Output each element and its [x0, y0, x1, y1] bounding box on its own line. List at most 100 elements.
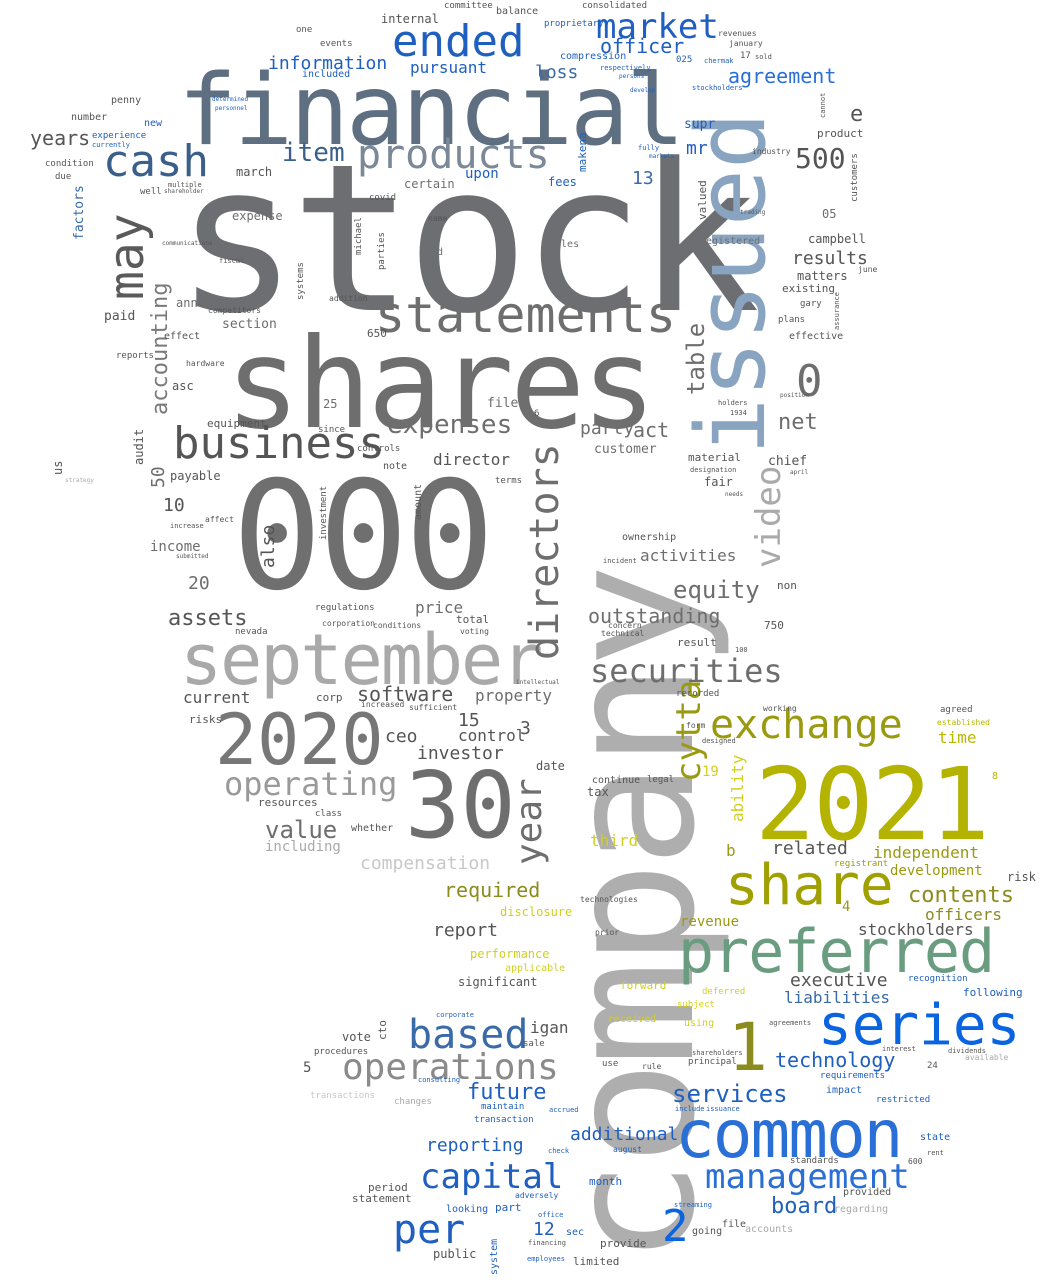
- word-voting: voting: [460, 627, 489, 636]
- word-established: established: [937, 718, 990, 727]
- word-net: net: [778, 410, 818, 435]
- word-agreement: agreement: [728, 64, 837, 88]
- word-product: product: [817, 127, 864, 140]
- word-applicable: applicable: [505, 963, 566, 974]
- word-use: use: [602, 1059, 619, 1069]
- word-working: working: [763, 704, 797, 713]
- word-fees: fees: [548, 175, 577, 189]
- word-increased: increased: [361, 700, 405, 709]
- word-contents: contents: [908, 883, 1014, 908]
- word-markets: markets: [649, 153, 675, 160]
- word-penny: penny: [111, 95, 142, 106]
- word-5: 5: [303, 1060, 312, 1076]
- word-investor: investor: [417, 743, 504, 764]
- word-regarding: regarding: [834, 1204, 889, 1215]
- word-standards: standards: [790, 1156, 839, 1166]
- word-technical: technical: [601, 629, 645, 638]
- word-makena: makena: [576, 132, 589, 172]
- word-include: include: [675, 1105, 705, 1113]
- word-executive: executive: [790, 970, 888, 991]
- word-stock: stock: [175, 121, 760, 359]
- word-current: current: [183, 688, 251, 707]
- word-covid: covid: [369, 193, 397, 203]
- word-systems: systems: [296, 262, 306, 300]
- word-including: including: [265, 839, 341, 855]
- word-certain: certain: [404, 177, 455, 191]
- word-statement: statement: [352, 1192, 412, 1205]
- word-upon: upon: [465, 166, 499, 182]
- word-cto: cto: [376, 1020, 389, 1040]
- word-committee: committee: [444, 1, 493, 11]
- word-experience: experience: [92, 131, 147, 141]
- word-month: month: [589, 1175, 623, 1188]
- word-persons: persons: [619, 73, 645, 80]
- word-1934: 1934: [730, 409, 747, 417]
- word-financial: financial: [178, 54, 685, 168]
- word-outstanding: outstanding: [588, 604, 721, 628]
- word-one: one: [296, 25, 313, 35]
- word-stockholders-small: stockholders: [692, 84, 743, 92]
- word-corporation: corporation: [322, 619, 375, 628]
- word-capital: capital: [420, 1157, 564, 1197]
- word-table: table: [682, 322, 710, 395]
- word-events: events: [320, 39, 353, 49]
- word-board: board: [771, 1194, 838, 1219]
- word-date: date: [536, 759, 565, 773]
- word-amount: amount: [413, 483, 424, 520]
- word-going: going: [692, 1226, 723, 1237]
- word-new: new: [144, 118, 163, 129]
- word-third: third: [590, 831, 639, 850]
- word-2021: 2021: [755, 746, 990, 863]
- word-asc: asc: [172, 379, 194, 393]
- word-reports: reports: [116, 351, 154, 361]
- word-1: 1: [728, 1009, 768, 1086]
- word-025: 025: [676, 55, 693, 65]
- word-nevada: nevada: [235, 627, 268, 637]
- word-sale: sale: [523, 1039, 545, 1049]
- word-trading: trading: [740, 209, 766, 216]
- word-strategy: strategy: [65, 477, 94, 484]
- word-shareholder: shareholder: [164, 188, 204, 195]
- word-tax: tax: [587, 785, 609, 799]
- word-maintain: maintain: [481, 1102, 525, 1112]
- word-activities: activities: [640, 546, 737, 565]
- word-equity: equity: [673, 576, 760, 604]
- word-sales: sales: [549, 239, 580, 250]
- word-using: using: [684, 1018, 715, 1029]
- word-balance: balance: [496, 6, 539, 17]
- word-12: 12: [533, 1219, 555, 1240]
- word-customer: customer: [594, 442, 657, 457]
- word-us: us: [51, 460, 65, 475]
- word-following: following: [963, 986, 1023, 999]
- word-existing: existing: [782, 282, 835, 295]
- word-rule: rule: [642, 1062, 662, 1071]
- word-changes: changes: [394, 1097, 432, 1107]
- word-performance: performance: [470, 947, 550, 961]
- word-additional: additional: [570, 1124, 679, 1145]
- word-15: 15: [458, 710, 480, 731]
- word-revenues: revenues: [718, 29, 757, 38]
- word-received: received: [608, 1014, 657, 1025]
- word-0: 0: [796, 356, 823, 407]
- word-shareholders: shareholders: [692, 1049, 743, 1057]
- word-services: services: [672, 1080, 788, 1108]
- word-note: note: [383, 461, 408, 472]
- word-filed: filed: [487, 396, 527, 411]
- word-4: 4: [842, 899, 851, 915]
- word-time: time: [938, 728, 977, 747]
- word-restricted: restricted: [876, 1095, 931, 1105]
- word-holders: holders: [718, 399, 748, 407]
- word-exchange: exchange: [710, 702, 903, 748]
- word-technology: technology: [775, 1048, 896, 1072]
- word-part: part: [495, 1201, 522, 1214]
- word-michael: michael: [354, 217, 364, 255]
- word-share: share: [725, 853, 894, 918]
- word-results: results: [792, 248, 868, 269]
- word-may: may: [99, 213, 155, 300]
- word-expense: expense: [232, 209, 283, 223]
- word-principal: principal: [688, 1057, 737, 1067]
- word-multiple: multiple: [168, 181, 202, 189]
- word-registered: registered: [700, 236, 761, 247]
- word-rent: rent: [927, 1149, 944, 1157]
